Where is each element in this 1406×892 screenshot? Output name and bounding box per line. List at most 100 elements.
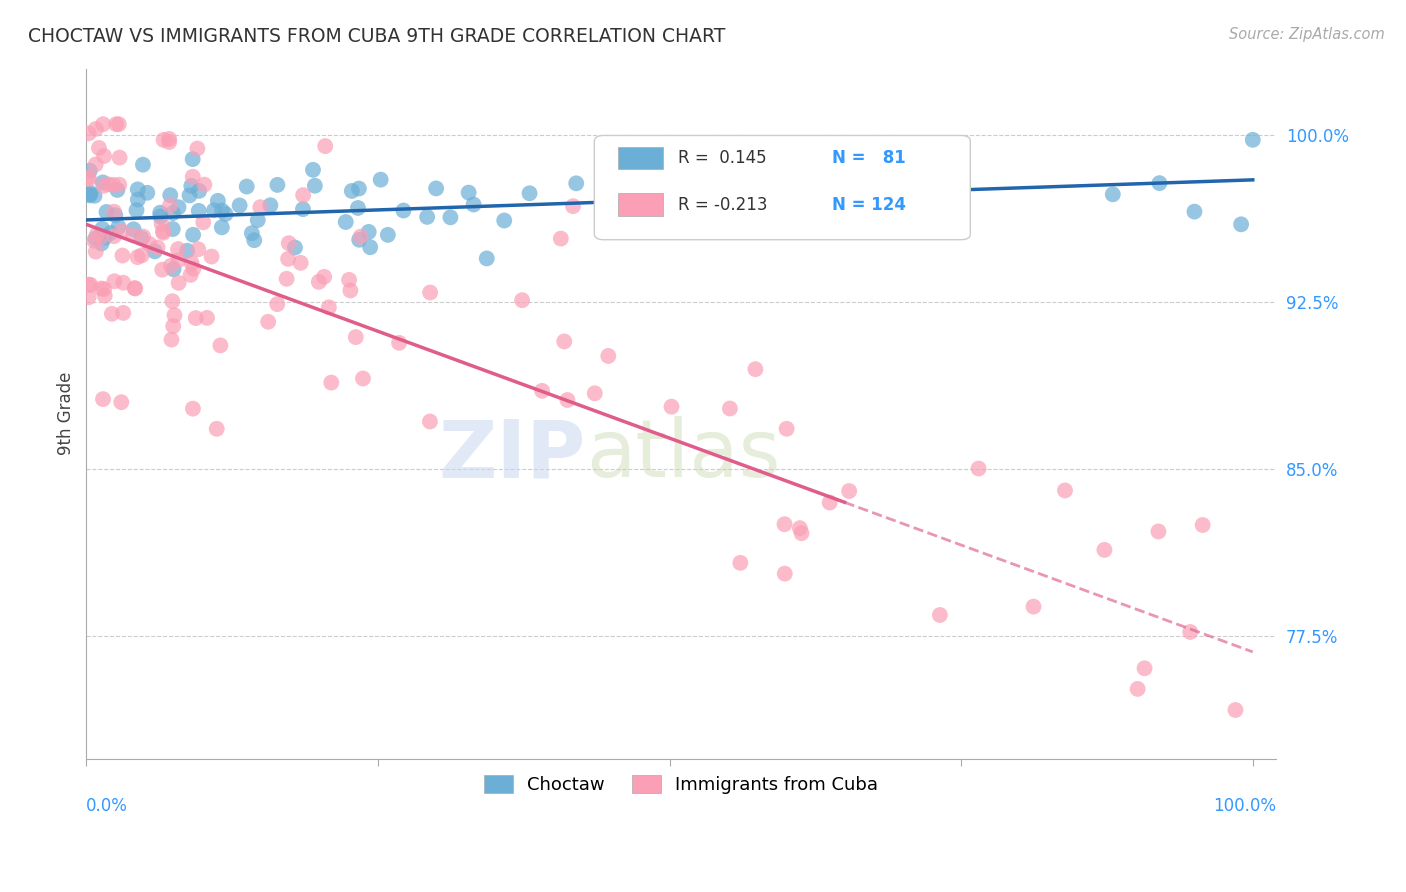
Point: [143, 244, 166, 259]
Point: [181, 227, 204, 242]
Point: [207, 194, 229, 208]
Point: [146, 240, 169, 254]
Point: [132, 158, 155, 172]
Point: [127, 182, 149, 196]
Point: [162, 294, 184, 309]
Point: [314, 139, 336, 153]
Point: [162, 319, 184, 334]
Point: [494, 213, 516, 227]
Point: [103, 204, 125, 219]
Point: [186, 142, 208, 156]
Point: [419, 285, 441, 300]
Point: [149, 210, 172, 224]
Point: [439, 211, 461, 225]
Point: [136, 186, 159, 200]
Bar: [619, 146, 664, 169]
Point: [583, 386, 606, 401]
Point: [337, 273, 360, 287]
Point: [744, 362, 766, 376]
Point: [246, 213, 269, 227]
Point: [167, 200, 190, 214]
Point: [249, 200, 271, 214]
Point: [290, 256, 312, 270]
Bar: [619, 194, 664, 216]
Point: [789, 521, 811, 535]
Point: [347, 233, 370, 247]
Point: [340, 184, 363, 198]
Point: [105, 117, 128, 131]
Point: [152, 224, 174, 238]
Point: [347, 181, 370, 195]
Point: [101, 307, 124, 321]
Point: [176, 244, 198, 258]
Point: [211, 220, 233, 235]
Point: [257, 315, 280, 329]
Point: [565, 177, 588, 191]
Point: [259, 198, 281, 212]
Point: [550, 232, 572, 246]
Point: [84, 232, 107, 246]
Point: [419, 415, 441, 429]
FancyBboxPatch shape: [595, 136, 970, 240]
Point: [730, 556, 752, 570]
Point: [276, 272, 298, 286]
Point: [122, 222, 145, 236]
Point: [108, 178, 131, 192]
Point: [1133, 661, 1156, 675]
Point: [184, 311, 207, 326]
Point: [209, 338, 232, 352]
Point: [304, 178, 326, 193]
Point: [91, 176, 114, 190]
Point: [188, 184, 211, 198]
Point: [138, 237, 160, 252]
Point: [1191, 518, 1213, 533]
Point: [928, 607, 950, 622]
Point: [93, 149, 115, 163]
Text: atlas: atlas: [586, 416, 780, 494]
Point: [79, 186, 101, 200]
Point: [107, 219, 129, 234]
Point: [531, 384, 554, 398]
Point: [84, 122, 107, 136]
Point: [773, 566, 796, 581]
Point: [111, 248, 134, 262]
Point: [205, 422, 228, 436]
Text: 0.0%: 0.0%: [86, 797, 128, 814]
Point: [86, 227, 108, 242]
Point: [214, 207, 236, 221]
Point: [377, 227, 399, 242]
Point: [167, 276, 190, 290]
Point: [1230, 217, 1253, 231]
Point: [388, 335, 411, 350]
Point: [105, 183, 128, 197]
Point: [1149, 176, 1171, 190]
Point: [83, 234, 105, 248]
Point: [519, 186, 541, 201]
Text: ZIP: ZIP: [439, 416, 586, 494]
Point: [100, 226, 122, 240]
Point: [718, 401, 741, 416]
Point: [838, 483, 860, 498]
Point: [277, 236, 299, 251]
Point: [463, 197, 485, 211]
Point: [187, 203, 209, 218]
Point: [167, 253, 190, 268]
Point: [163, 308, 186, 322]
Point: [104, 208, 127, 222]
Point: [112, 276, 135, 290]
Point: [661, 400, 683, 414]
Point: [180, 268, 202, 282]
Point: [91, 117, 114, 131]
Point: [1101, 187, 1123, 202]
Point: [658, 197, 681, 211]
Point: [1022, 599, 1045, 614]
Text: N = 124: N = 124: [832, 195, 907, 213]
Point: [157, 132, 180, 146]
Point: [195, 310, 218, 325]
Point: [122, 228, 145, 243]
Point: [773, 517, 796, 532]
Point: [235, 179, 257, 194]
Point: [349, 229, 371, 244]
Point: [370, 172, 392, 186]
Point: [1147, 524, 1170, 539]
